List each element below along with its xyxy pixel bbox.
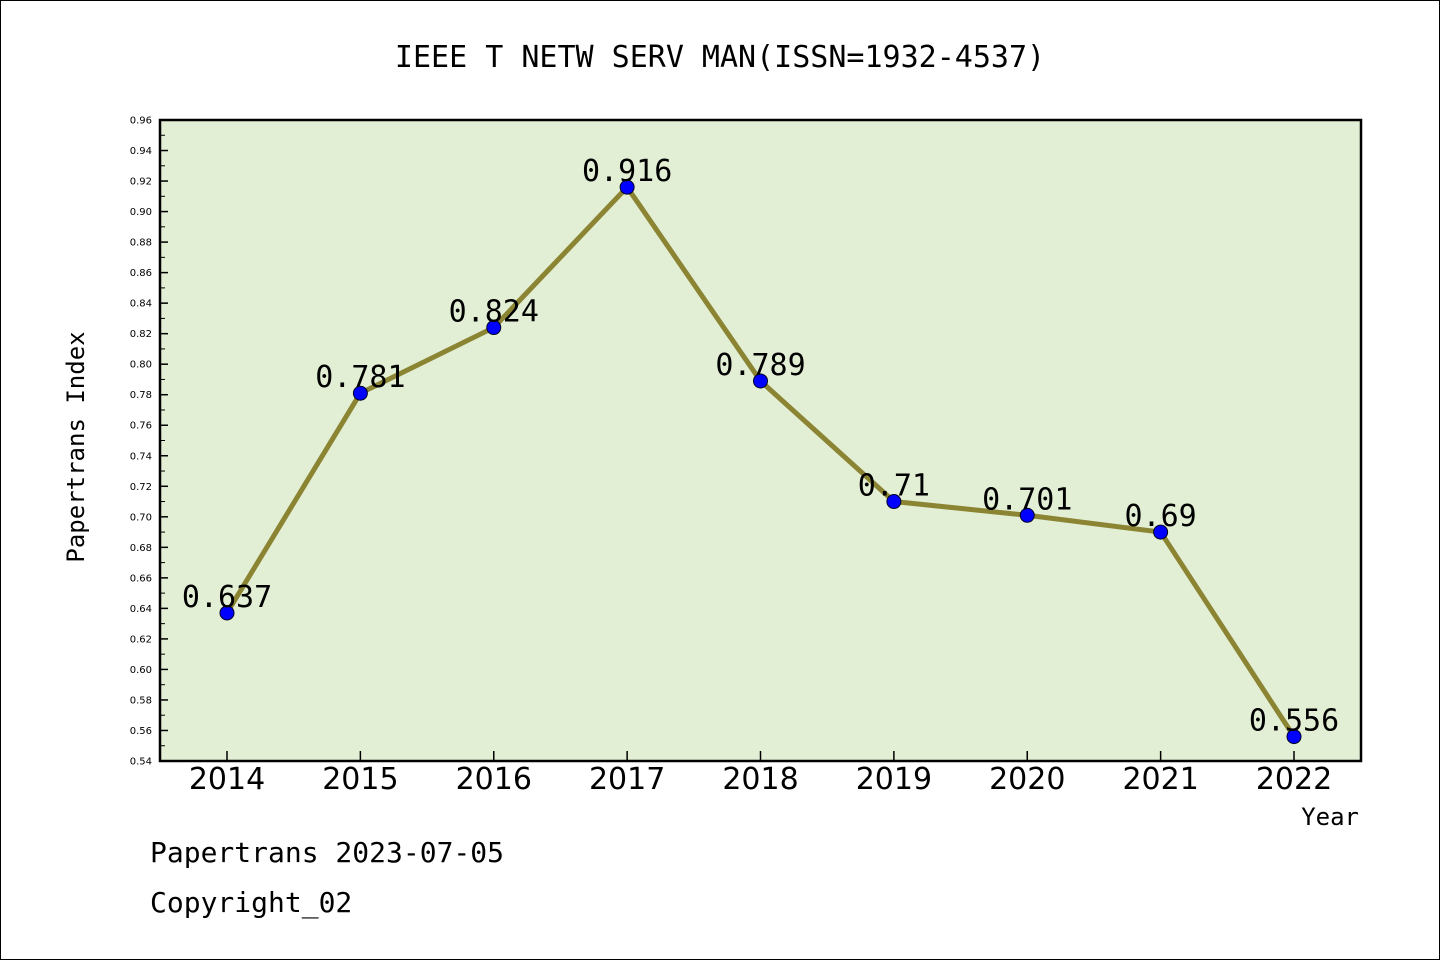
x-tick-label: 2020: [989, 762, 1065, 797]
x-tick-label: 2014: [189, 762, 265, 797]
data-point: [886, 494, 902, 510]
data-point: [1019, 507, 1035, 523]
data-label: 0.71: [858, 469, 930, 504]
x-axis-label: Year: [1301, 803, 1359, 831]
y-tick-label: 0.96: [130, 116, 152, 127]
x-tick-label: 2016: [456, 762, 532, 797]
y-tick-label: 0.92: [130, 177, 152, 188]
y-tick-label: 0.62: [130, 634, 152, 645]
y-tick-label: 0.88: [130, 238, 152, 249]
plot-area: [158, 118, 1363, 763]
data-label: 0.824: [449, 295, 539, 330]
y-tick-label: 0.64: [130, 604, 152, 615]
x-tick-label: 2022: [1256, 762, 1332, 797]
y-tick-label: 0.76: [130, 421, 152, 432]
y-tick-label: 0.80: [130, 360, 152, 371]
data-label: 0.701: [982, 482, 1072, 517]
y-tick-label: 0.56: [130, 726, 152, 737]
data-label: 0.781: [315, 360, 405, 395]
footer-date-text: Papertrans 2023-07-05: [150, 836, 505, 869]
y-tick-label: 0.86: [130, 268, 152, 279]
data-point: [352, 385, 368, 401]
y-axis: 0.54 0.56 0.58 0.60 0.62 0.64 0.66 0.68 0.70 0.72…: [130, 116, 168, 768]
data-point: [486, 320, 502, 336]
data-point: [1153, 524, 1169, 540]
x-tick-label: 2015: [322, 762, 398, 797]
x-axis: 2014 2015 2016 2017 2018 2019 2020 2021 2022: [189, 751, 1332, 797]
x-tick-label: 2019: [856, 762, 932, 797]
y-axis-label: Papertrans Index: [62, 331, 90, 562]
y-tick-label: 0.70: [130, 512, 152, 523]
y-tick-label: 0.74: [130, 451, 152, 462]
y-tick-label: 0.94: [130, 146, 152, 157]
data-point: [753, 373, 768, 389]
footer-copyright-text: Copyright_02: [150, 886, 353, 919]
y-tick-label: 0.68: [130, 543, 152, 554]
chart-title: IEEE T NETW SERV MAN(ISSN=1932-4537): [395, 40, 1045, 75]
x-tick-label: 2018: [722, 762, 798, 797]
y-tick-label: 0.54: [130, 757, 152, 768]
y-tick-label: 0.72: [130, 482, 152, 493]
y-tick-label: 0.58: [130, 695, 152, 706]
data-point: [219, 605, 235, 621]
x-tick-label: 2017: [589, 762, 665, 797]
data-markers: [219, 179, 1302, 745]
y-tick-label: 0.82: [130, 329, 152, 340]
y-tick-label: 0.60: [130, 665, 152, 676]
data-labels: 0.637 0.781 0.824 0.916 0.789 0.71 0.701 0.69 0.…: [182, 154, 1339, 738]
y-tick-label: 0.78: [130, 390, 152, 401]
data-point: [1286, 729, 1302, 745]
y-tick-label: 0.66: [130, 573, 152, 584]
y-tick-label: 0.90: [130, 207, 152, 218]
data-label: 0.789: [715, 348, 805, 383]
y-tick-label: 0.84: [130, 299, 152, 310]
data-label: 0.556: [1249, 704, 1339, 739]
data-label: 0.637: [182, 580, 272, 615]
data-label: 0.69: [1125, 499, 1197, 534]
data-point: [619, 179, 635, 195]
x-tick-label: 2021: [1122, 762, 1198, 797]
data-label: 0.916: [582, 154, 672, 189]
